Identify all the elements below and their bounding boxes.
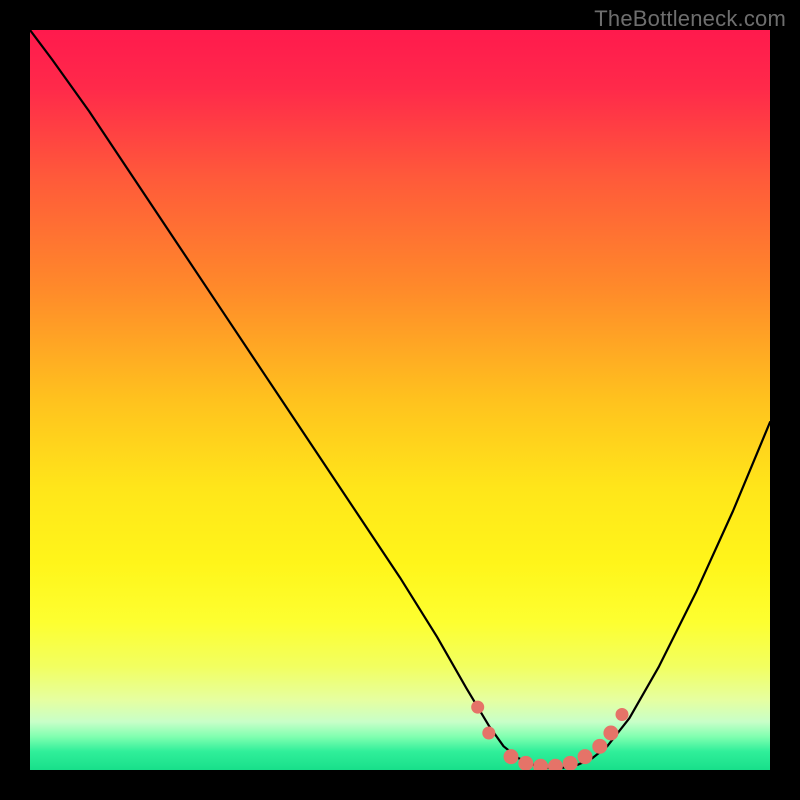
plot-area (30, 30, 770, 770)
marker-dot (578, 750, 592, 764)
marker-dot (593, 739, 607, 753)
watermark-label: TheBottleneck.com (594, 6, 786, 32)
curve-path (30, 30, 770, 768)
marker-dot (483, 727, 495, 739)
chart-frame: TheBottleneck.com (0, 0, 800, 800)
marker-dot (604, 726, 618, 740)
marker-dot (563, 756, 577, 770)
marker-dot (534, 759, 548, 770)
marker-dot (616, 709, 628, 721)
marker-dot (548, 759, 562, 770)
marker-dot (504, 750, 518, 764)
marker-dot (519, 756, 533, 770)
bottleneck-curve (30, 30, 770, 770)
marker-dot (472, 701, 484, 713)
